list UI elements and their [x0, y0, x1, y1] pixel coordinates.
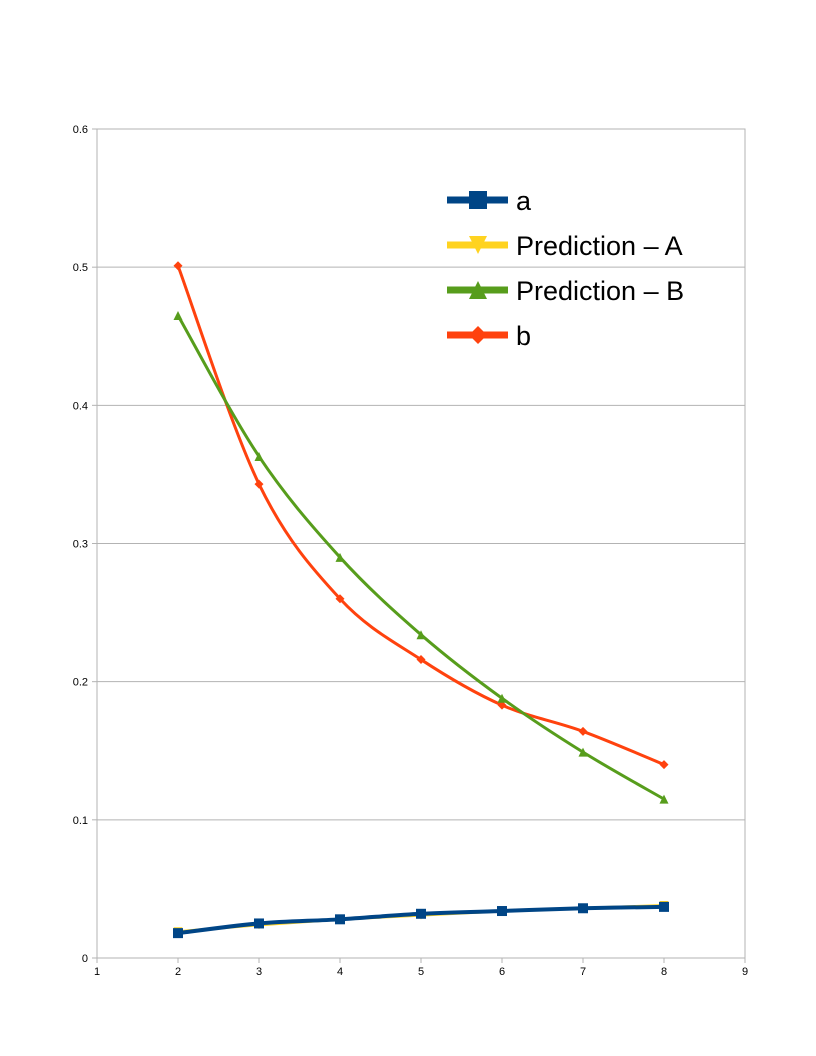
data-point — [578, 903, 588, 914]
x-tick-label: 1 — [94, 966, 100, 978]
x-tick-label: 5 — [418, 966, 424, 978]
data-point — [416, 630, 426, 640]
y-tick-label: 0.1 — [73, 815, 88, 827]
data-point — [497, 700, 507, 710]
data-point — [335, 552, 345, 562]
series-b — [173, 261, 669, 770]
y-tick-label: 0.4 — [73, 400, 88, 412]
legend-swatch-marker — [469, 236, 487, 254]
legend-swatch-marker — [469, 281, 487, 299]
y-tick-label: 0.2 — [73, 677, 88, 689]
series-line — [176, 264, 666, 767]
data-point — [173, 261, 183, 271]
y-tick-label: 0.6 — [73, 124, 88, 136]
data-point — [254, 479, 264, 489]
x-tick-label: 6 — [499, 966, 505, 978]
x-tick-label: 8 — [661, 966, 667, 978]
y-tick-label: 0 — [82, 953, 88, 965]
legend-item: Prediction – B — [447, 276, 684, 306]
data-point — [497, 906, 507, 917]
legend-label: Prediction – A — [516, 231, 683, 261]
data-point — [173, 311, 183, 321]
x-tick-label: 7 — [580, 966, 586, 978]
legend-swatch-marker — [469, 326, 487, 344]
x-tick-label: 4 — [337, 966, 343, 978]
data-point — [173, 928, 183, 939]
data-point — [416, 908, 426, 919]
series-lines — [173, 261, 669, 939]
y-tick-label: 0.5 — [73, 262, 88, 274]
data-point — [416, 655, 426, 665]
legend-label: b — [516, 321, 531, 351]
data-point — [335, 594, 345, 604]
x-tick-label: 3 — [256, 966, 262, 978]
legend-swatch-marker — [469, 191, 487, 209]
data-point — [497, 693, 507, 703]
data-point — [659, 901, 669, 912]
series-line — [176, 314, 666, 801]
data-point — [578, 747, 588, 757]
series-prediction-b — [173, 311, 669, 804]
y-tick-label: 0.3 — [73, 539, 88, 551]
x-tick-label: 9 — [742, 966, 748, 978]
legend-label: a — [516, 186, 532, 216]
data-point — [659, 794, 669, 804]
legend-label: Prediction – B — [516, 276, 684, 306]
data-point — [254, 918, 264, 929]
axis-ticks: 0 0.1 0.2 0.3 0.4 0.5 0.6 1 2 3 4 5 6 7 8 9 — [73, 124, 748, 978]
data-point — [578, 726, 588, 736]
legend-item: a — [447, 186, 532, 216]
x-tick-label: 2 — [175, 966, 181, 978]
legend-item: Prediction – A — [447, 231, 683, 261]
legend-item: b — [447, 321, 531, 351]
legend: a Prediction – A Prediction – B b — [447, 186, 684, 351]
data-point — [254, 451, 264, 461]
series-a — [173, 901, 669, 939]
data-point — [335, 914, 345, 925]
data-point — [659, 760, 669, 770]
